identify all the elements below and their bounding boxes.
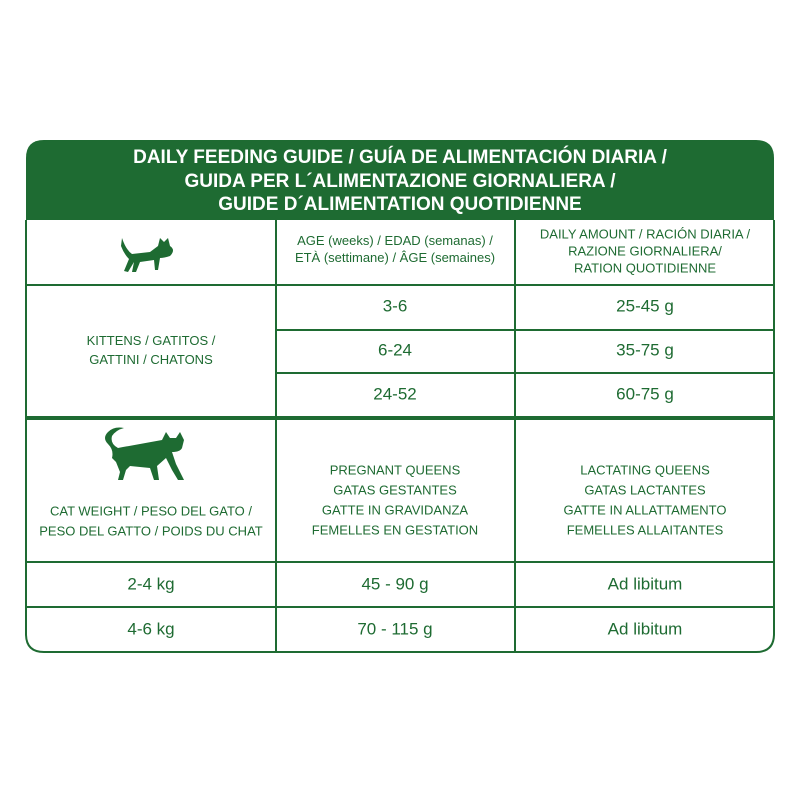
cell-value: 25-45 g — [616, 296, 674, 315]
column-header: FEMELLES ALLAITANTES — [567, 522, 724, 537]
title-line: GUIDE D´ALIMENTATION QUOTIDIENNE — [218, 194, 581, 215]
cat-icon — [105, 427, 184, 480]
cell-value: Ad libitum — [608, 574, 683, 593]
column-header: GATTE IN GRAVIDANZA — [322, 502, 468, 517]
column-header: ETÀ (settimane) / ÂGE (semaines) — [295, 250, 495, 265]
column-header: GATAS LACTANTES — [584, 482, 706, 497]
header-band — [26, 140, 774, 220]
row-label: KITTENS / GATITOS / — [87, 333, 216, 348]
title-line: DAILY FEEDING GUIDE / GUÍA DE ALIMENTACI… — [133, 146, 668, 168]
column-header: GATAS GESTANTES — [333, 482, 457, 497]
column-header: GATTE IN ALLATTAMENTO — [563, 502, 726, 517]
column-header: DAILY AMOUNT / RACIÓN DIARIA / — [540, 226, 751, 241]
cell-value: 4-6 kg — [127, 619, 174, 638]
column-header: LACTATING QUEENS — [580, 462, 710, 477]
column-header: PESO DEL GATTO / POIDS DU CHAT — [39, 523, 263, 538]
cell-value: 6-24 — [378, 340, 412, 359]
cell-value: 24-52 — [373, 384, 416, 403]
title: DAILY FEEDING GUIDE / GUÍA DE ALIMENTACI… — [133, 146, 668, 215]
column-header: FEMELLES EN GESTATION — [312, 522, 478, 537]
cell-value: 45 - 90 g — [361, 574, 428, 593]
cell-value: 60-75 g — [616, 384, 674, 403]
column-header: RAZIONE GIORNALIERA/ — [568, 243, 722, 258]
cell-value: 70 - 115 g — [357, 619, 432, 638]
column-header: RATION QUOTIDIENNE — [574, 260, 716, 275]
column-header: CAT WEIGHT / PESO DEL GATO / — [50, 503, 252, 518]
title-line: GUIDA PER L´ALIMENTAZIONE GIORNALIERA / — [184, 171, 616, 192]
cell-value: 35-75 g — [616, 340, 674, 359]
grid — [26, 220, 774, 652]
cell-value: Ad libitum — [608, 619, 683, 638]
column-header: AGE (weeks) / EDAD (semanas) / — [297, 233, 493, 248]
cell-value: 3-6 — [383, 296, 408, 315]
column-header: PREGNANT QUEENS — [330, 462, 461, 477]
kitten-icon — [121, 238, 173, 272]
row-label: GATTINI / CHATONS — [89, 352, 213, 367]
table-border — [25, 220, 775, 653]
cell-value: 2-4 kg — [127, 574, 174, 593]
